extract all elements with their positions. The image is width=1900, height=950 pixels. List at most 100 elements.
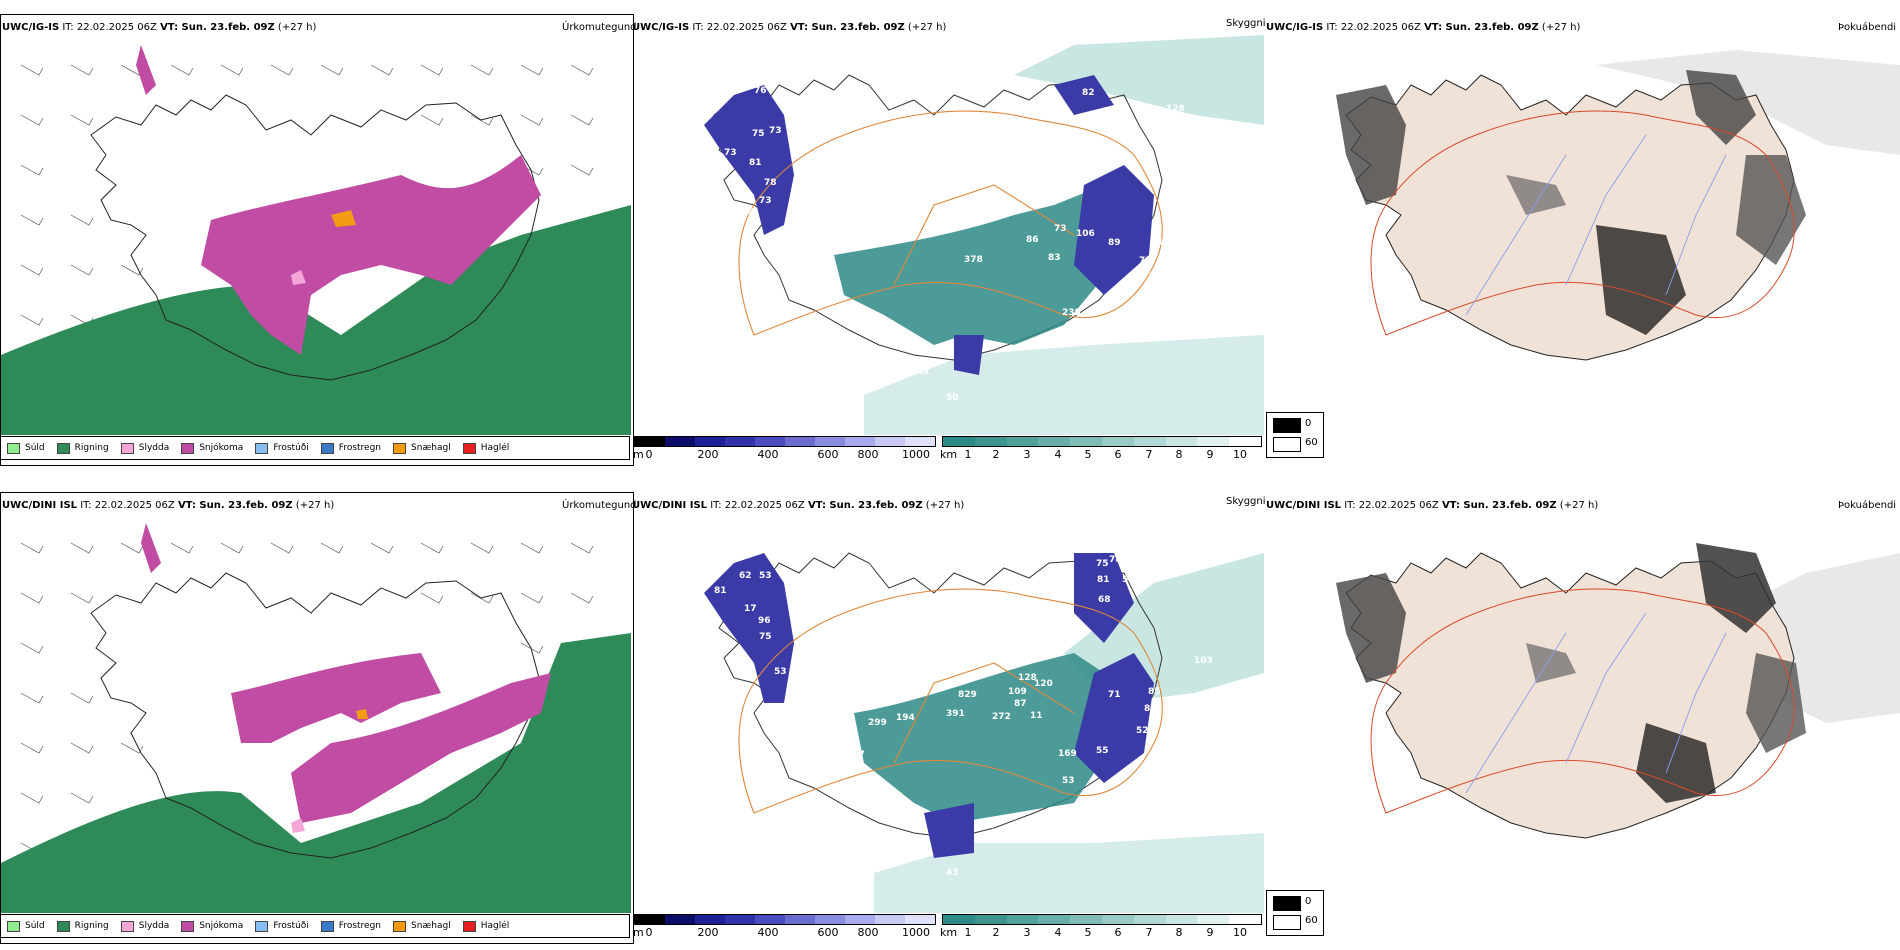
vis-value-label: 391: [946, 709, 965, 719]
vis-value-label: 69: [1069, 336, 1082, 346]
init-time: IT: 22.02.2025 06Z: [1326, 22, 1421, 33]
vis-value-label: 299: [868, 718, 887, 728]
colorbar-tick: 1: [964, 448, 972, 461]
run-header-vis-2: UWC/DINI ISL IT: 22.02.2025 06Z VT: Sun.…: [632, 500, 964, 511]
model-name: UWC/IG-IS: [2, 22, 60, 33]
vis-value-label: 128: [1018, 673, 1037, 683]
model-name: UWC/DINI ISL: [632, 500, 708, 511]
vis-value-label: 82: [1082, 88, 1095, 98]
vis-value-label: 787: [846, 750, 865, 760]
legend-item: Rigning: [56, 442, 109, 454]
vis-value-label: 96: [758, 616, 771, 626]
colorbar-tick: 3: [1023, 926, 1031, 939]
vis-value-label: 28: [1149, 106, 1162, 116]
vis-value-label: 89: [1144, 704, 1157, 714]
valid-time: VT: Sun. 23.feb. 09Z: [807, 500, 923, 511]
fog-legend-bottom: 60: [1305, 915, 1318, 926]
precip-legend-2: Súld Rigning Slydda Snjókoma Frostúði Fr…: [0, 914, 630, 938]
vis-value-label: 145: [910, 367, 929, 377]
colorbar-strip: [942, 436, 1262, 447]
colorbar-tick: 0: [645, 926, 653, 939]
legend-swatch: [181, 442, 195, 454]
vis-value-label: 65: [792, 242, 805, 252]
vis-value-label: 81: [714, 586, 727, 596]
fog-legend-bottom: 60: [1305, 437, 1318, 448]
vis-value-label: 50: [946, 393, 959, 403]
colorbar-tick: 6: [1114, 926, 1122, 939]
vis-value-label: 55: [1096, 746, 1109, 756]
colorbar-tick: 800: [857, 926, 879, 939]
vis-value-label: 73: [1054, 224, 1067, 234]
colorbar-unit: m: [633, 448, 644, 461]
vis-km-colorbar-1: km 1 2 3 4 5 6 7 8 9 10: [940, 436, 1262, 464]
lead-time: (+27 h): [277, 22, 317, 33]
colorbar-unit: m: [633, 926, 644, 939]
vis-value-label: 53: [774, 667, 787, 677]
fog-map-2: [1266, 513, 1900, 913]
legend-swatch: [393, 920, 407, 932]
colorbar-strip: [942, 914, 1262, 925]
vis-value-label: 76: [754, 86, 767, 96]
row-1: UWC/IG-IS IT: 22.02.2025 06Z VT: Sun. 23…: [0, 0, 1900, 470]
vis-value-label: 239: [1062, 308, 1081, 318]
colorbar-tick: 10: [1233, 926, 1247, 939]
legend-swatch: [7, 442, 20, 454]
model-name: UWC/DINI ISL: [2, 500, 78, 511]
colorbar-tick: 400: [757, 448, 779, 461]
legend-label: Frostúði: [273, 921, 309, 931]
legend-label: Frostregn: [338, 921, 382, 931]
fog-title-2: Þokuábendi: [1838, 500, 1897, 511]
legend-item: Slydda: [120, 920, 169, 932]
vis-value-label: 12: [930, 346, 943, 356]
vis-value-label: 89: [1108, 238, 1121, 248]
model-name: UWC/IG-IS: [1266, 22, 1324, 33]
vis-value-label: 70: [786, 227, 799, 237]
precip-panel-1: [0, 14, 634, 466]
valid-time: VT: Sun. 23.feb. 09Z: [177, 500, 293, 511]
vis-value-label: 53: [1062, 776, 1075, 786]
colorbar-tick: 1000: [902, 926, 930, 939]
legend-item: Frostregn: [320, 920, 382, 932]
lead-time: (+27 h): [1559, 500, 1599, 511]
colorbar-tick: 1: [964, 926, 972, 939]
legend-swatch: [120, 920, 134, 932]
vis-value-label: 123: [904, 842, 923, 852]
colorbar-tick: 5: [1084, 926, 1092, 939]
fog-legend-2: 0 60: [1266, 890, 1324, 936]
init-time: IT: 22.02.2025 06Z: [692, 22, 787, 33]
vis-value-label: 120: [1034, 679, 1053, 689]
vis-value-label: 68: [1098, 595, 1111, 605]
legend-label: Rigning: [74, 443, 109, 453]
precip-legend-1: Súld Rigning Slydda Snjókoma Frostúði Fr…: [0, 436, 630, 460]
legend-label: Súld: [25, 921, 45, 931]
vis-value-label: 81: [749, 158, 762, 168]
legend-label: Frostúði: [273, 443, 309, 453]
vis-value-label: 61: [990, 828, 1003, 838]
legend-label: Snæhagl: [411, 921, 451, 931]
vis-map-1: 11 76 73 75 73 81 78 73 90 70 65 82 28 1…: [634, 35, 1264, 435]
vis-value-label: 169: [1058, 749, 1077, 759]
colorbar-tick: 2: [992, 926, 1000, 939]
precip-title-2: Úrkomutegund: [562, 500, 637, 511]
colorbar-tick: 9: [1206, 448, 1214, 461]
legend-item: Snæhagl: [393, 920, 451, 932]
colorbar-tick: 4: [1054, 926, 1062, 939]
vis-value-label: 73: [1139, 256, 1152, 266]
fog-legend-swatch-white: [1273, 437, 1301, 452]
legend-swatch: [462, 920, 476, 932]
vis-value-label: 85: [1148, 687, 1161, 697]
valid-time: VT: Sun. 23.feb. 09Z: [1424, 22, 1539, 33]
vis-value-label: 58: [1182, 196, 1195, 206]
legend-item: Súld: [7, 442, 45, 454]
precip-map-2: [1, 513, 631, 913]
roads: [738, 110, 1163, 336]
vis-value-label: 194: [896, 713, 915, 723]
precip-map-1: [1, 35, 631, 435]
colorbar-tick: 600: [817, 926, 839, 939]
model-name: UWC/DINI ISL: [1266, 500, 1342, 511]
legend-label: Rigning: [74, 921, 109, 931]
init-time: IT: 22.02.2025 06Z: [1344, 500, 1439, 511]
vis-map-2: 58 62 53 81 17 96 75 53 75 78 81 53 68 1…: [634, 513, 1264, 913]
vis-value-label: 829: [958, 690, 977, 700]
legend-swatch: [255, 920, 269, 932]
